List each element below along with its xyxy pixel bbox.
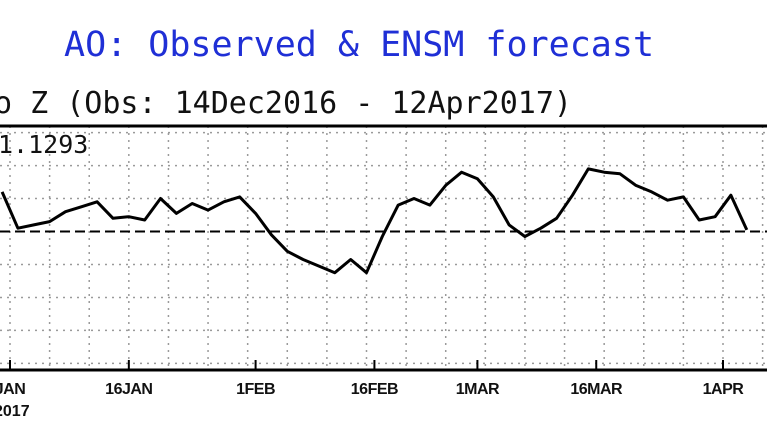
chart-subtitle: o Z (Obs: 14Dec2016 - 12Apr2017) (0, 86, 572, 121)
x-axis: JAN 16JAN 1FEB 16FEB 1MAR 16MAR 1APR (0, 360, 745, 398)
x-tick-label: 16JAN (105, 381, 152, 398)
annotation-value: 1.1293 (0, 130, 88, 159)
plot-frame (0, 124, 767, 372)
chart-title: AO: Observed & ENSM forecast (64, 25, 654, 65)
x-tick-label: 16FEB (351, 381, 398, 398)
x-tick-label: 16MAR (570, 381, 623, 398)
year-label: 2017 (0, 403, 30, 420)
grid (0, 126, 767, 370)
x-tick-label: 1MAR (456, 381, 500, 398)
x-tick-label: JAN (0, 381, 25, 398)
series-line-ao (0, 167, 749, 275)
x-tick-label: 1APR (703, 381, 745, 398)
x-tick-label: 1FEB (236, 381, 275, 398)
